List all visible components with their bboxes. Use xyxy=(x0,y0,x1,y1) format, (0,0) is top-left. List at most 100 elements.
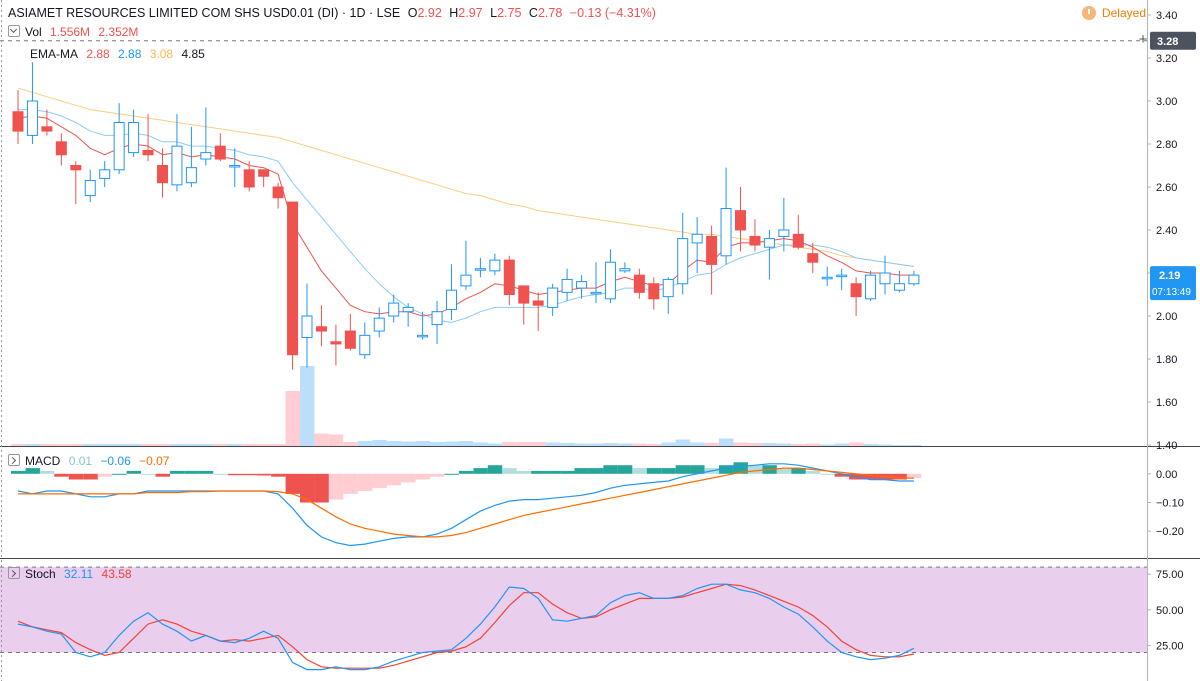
candle[interactable] xyxy=(807,242,819,273)
collapse-chevron-icon[interactable] xyxy=(8,567,20,579)
candle[interactable] xyxy=(879,255,891,295)
macd-legend[interactable]: MACD 0.01 −0.06 −0.07 xyxy=(8,453,174,469)
macd-histogram-bar xyxy=(675,465,691,474)
macd-histogram-bar xyxy=(285,473,301,494)
candle[interactable] xyxy=(431,300,443,344)
candle[interactable] xyxy=(84,169,96,203)
candle[interactable] xyxy=(214,133,226,162)
volume-bar xyxy=(805,443,821,446)
crosshair-plus-icon[interactable]: + xyxy=(1138,31,1148,48)
candle[interactable] xyxy=(128,109,140,157)
candle[interactable] xyxy=(778,197,790,252)
volume-bar xyxy=(198,444,214,446)
candle[interactable] xyxy=(850,277,862,316)
candle[interactable] xyxy=(908,270,920,286)
volume-legend[interactable]: Vol 1.556M 2.352M xyxy=(8,24,143,40)
ema-ma-legend[interactable]: EMA-MA 2.88 2.88 3.08 4.85 xyxy=(30,46,210,62)
macd-histogram-bar xyxy=(112,473,127,475)
candle[interactable] xyxy=(763,230,775,280)
macd-histogram-bar xyxy=(357,473,373,491)
candle[interactable] xyxy=(489,253,501,276)
candle[interactable] xyxy=(41,109,53,136)
candle[interactable] xyxy=(229,148,241,187)
candle[interactable] xyxy=(200,107,212,166)
candle[interactable] xyxy=(460,240,472,291)
candle[interactable] xyxy=(720,167,732,265)
candle[interactable] xyxy=(26,62,38,144)
candle[interactable] xyxy=(691,217,703,273)
candle[interactable] xyxy=(532,292,544,332)
candle[interactable] xyxy=(258,169,270,187)
candle[interactable] xyxy=(373,307,385,338)
candle[interactable] xyxy=(446,264,457,321)
stoch-pane[interactable] xyxy=(0,566,1147,671)
vol-value-1: 1.556M xyxy=(50,25,91,39)
candle[interactable] xyxy=(836,268,848,291)
candle[interactable] xyxy=(576,275,588,299)
candle[interactable] xyxy=(388,294,400,323)
candle[interactable] xyxy=(359,322,371,359)
macd-pane[interactable] xyxy=(11,462,922,547)
collapse-chevron-icon[interactable] xyxy=(8,25,20,37)
candle[interactable] xyxy=(330,324,342,366)
candle[interactable] xyxy=(315,305,327,347)
price-pane[interactable] xyxy=(0,40,1147,446)
candle[interactable] xyxy=(648,277,660,310)
macd-histogram-bar xyxy=(83,473,98,480)
candle[interactable] xyxy=(12,90,24,144)
clock-icon xyxy=(1081,6,1096,20)
candle[interactable] xyxy=(243,161,255,192)
candle[interactable] xyxy=(590,262,602,304)
candle[interactable] xyxy=(561,268,573,301)
candle[interactable] xyxy=(113,103,125,175)
candle-body xyxy=(315,326,327,332)
candle-body xyxy=(879,272,891,285)
candle[interactable] xyxy=(662,277,674,314)
candle[interactable] xyxy=(503,255,515,306)
candle[interactable] xyxy=(287,201,299,370)
candle[interactable] xyxy=(518,285,530,325)
candle[interactable] xyxy=(735,187,746,252)
price-change: −0.13 (−4.31%) xyxy=(569,6,656,20)
candle[interactable] xyxy=(70,161,82,205)
delayed-indicator[interactable]: Delayed xyxy=(1081,6,1146,20)
candle[interactable] xyxy=(677,212,689,295)
candle[interactable] xyxy=(865,270,877,301)
candle[interactable] xyxy=(604,249,616,304)
candle[interactable] xyxy=(619,262,631,273)
candle[interactable] xyxy=(706,225,718,295)
candle[interactable] xyxy=(402,303,414,327)
candle[interactable] xyxy=(99,161,111,187)
macd-histogram-bar xyxy=(805,470,821,474)
candle[interactable] xyxy=(142,113,154,162)
candle[interactable] xyxy=(171,113,183,192)
candle[interactable] xyxy=(893,270,905,293)
volume-bar xyxy=(820,444,835,446)
candle[interactable] xyxy=(417,311,429,340)
stoch-legend[interactable]: Stoch 32.11 43.58 xyxy=(8,566,137,582)
candle-body xyxy=(301,315,313,338)
candle[interactable] xyxy=(547,283,559,316)
candle[interactable] xyxy=(344,313,356,351)
candle[interactable] xyxy=(474,257,486,278)
candle[interactable] xyxy=(157,148,168,198)
macd-histogram-bar xyxy=(372,473,387,489)
volume-bar xyxy=(155,444,170,446)
candle[interactable] xyxy=(272,182,284,209)
candle[interactable] xyxy=(792,214,804,250)
volume-bar xyxy=(11,444,26,446)
candle[interactable] xyxy=(185,126,197,187)
macd-histogram-bar xyxy=(863,473,878,480)
candle[interactable] xyxy=(749,219,761,252)
candle[interactable] xyxy=(633,268,645,299)
volume-bar xyxy=(661,442,676,446)
candle[interactable] xyxy=(821,266,833,286)
macd-histogram-bar xyxy=(516,470,532,474)
collapse-chevron-icon[interactable] xyxy=(8,454,20,466)
candle[interactable] xyxy=(301,283,313,368)
macd-histogram-bar xyxy=(198,470,214,474)
symbol-title[interactable]: ASIAMET RESOURCES LIMITED COM SHS USD0.0… xyxy=(8,6,401,20)
candle[interactable] xyxy=(55,133,67,166)
